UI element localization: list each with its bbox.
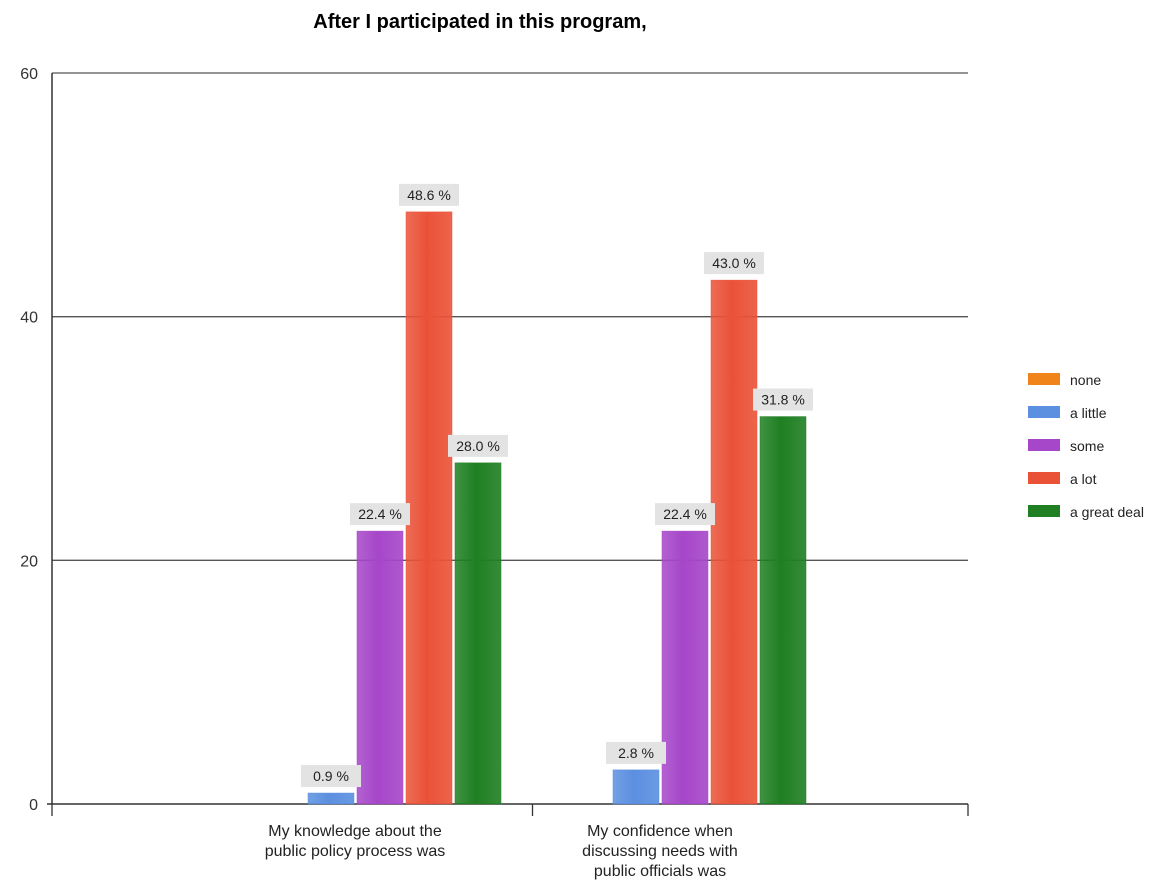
legend-label: a little	[1070, 405, 1107, 421]
category-label: discussing needs with	[582, 843, 738, 860]
legend-swatch	[1028, 439, 1060, 451]
category-label: public officials was	[594, 863, 726, 880]
legend-swatch	[1028, 505, 1060, 517]
data-label: 28.0 %	[456, 438, 500, 454]
data-label: 22.4 %	[358, 506, 402, 522]
data-label: 0.9 %	[313, 768, 349, 784]
data-label-background	[399, 183, 459, 206]
legend-swatch	[1028, 406, 1060, 418]
bar	[612, 769, 660, 805]
category-label: My confidence when	[587, 823, 733, 840]
bar	[710, 279, 758, 805]
legend-swatch	[1028, 472, 1060, 484]
category-label: My knowledge about the	[268, 823, 442, 840]
legend: none a little some a lot a great deal	[1028, 372, 1144, 520]
bar	[307, 792, 355, 805]
data-label: 48.6 %	[407, 187, 451, 203]
bar	[759, 416, 807, 805]
chart-title: After I participated in this program,	[313, 11, 646, 33]
data-label-background	[753, 388, 813, 411]
bar	[356, 530, 404, 805]
data-label-background	[301, 765, 361, 788]
category-labels: My knowledge about the public policy proc…	[265, 823, 738, 880]
data-label-background	[704, 252, 764, 275]
data-label: 43.0 %	[712, 255, 756, 271]
y-tick-label: 0	[29, 797, 38, 814]
bar	[661, 530, 709, 805]
y-tick-label: 60	[20, 66, 38, 83]
data-label-background	[606, 741, 666, 764]
category-label: public policy process was	[265, 843, 446, 860]
legend-swatch	[1028, 373, 1060, 385]
legend-label: a lot	[1070, 471, 1097, 487]
data-labels: 0.9 % 22.4 % 48.6 % 28.0 % 2.8 % 22.4 % 43.0 %…	[301, 183, 813, 788]
data-label: 31.8 %	[761, 392, 805, 408]
data-label-background	[448, 434, 508, 457]
bars	[307, 211, 807, 805]
bar	[454, 462, 502, 805]
y-tick-label: 20	[20, 553, 38, 570]
data-label: 22.4 %	[663, 506, 707, 522]
legend-label: a great deal	[1070, 504, 1144, 520]
data-label: 2.8 %	[618, 745, 654, 761]
data-label-background	[655, 503, 715, 526]
gridlines: 0 20 40 60	[20, 66, 968, 814]
legend-label: none	[1070, 372, 1101, 388]
data-label-background	[350, 503, 410, 526]
y-tick-label: 40	[20, 310, 38, 327]
legend-label: some	[1070, 438, 1104, 454]
axes	[47, 73, 969, 816]
bar	[405, 211, 453, 805]
